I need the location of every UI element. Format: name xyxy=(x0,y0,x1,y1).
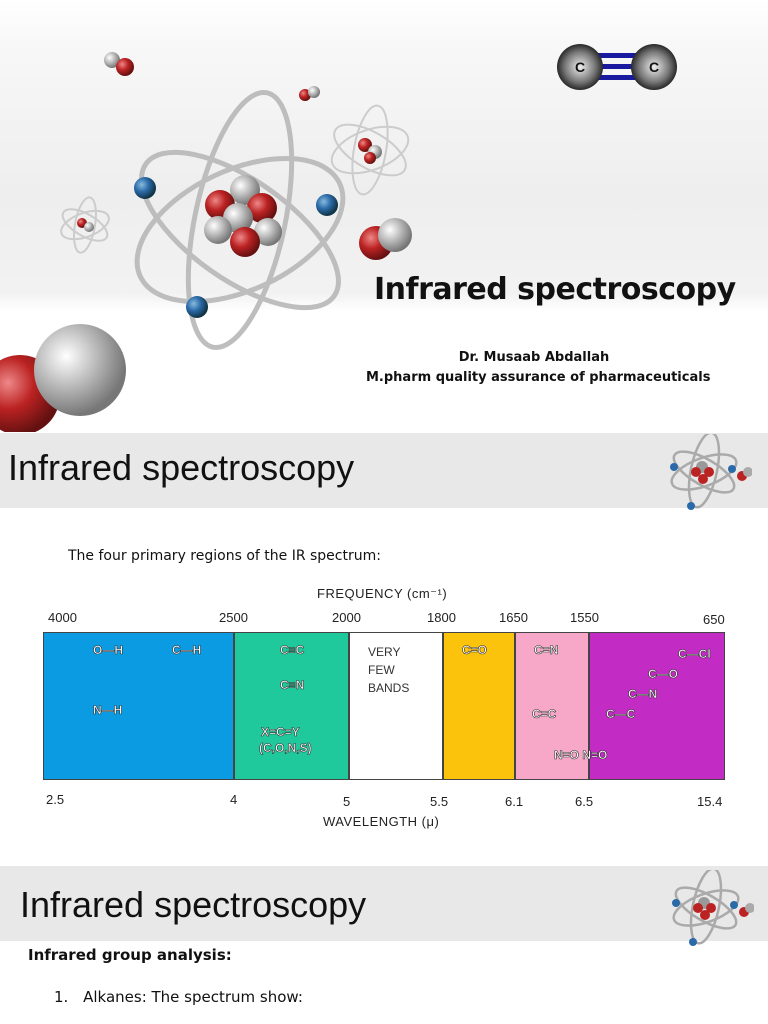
slide-title: Infrared spectroscopy xyxy=(8,447,355,488)
section-subheading: Infrared group analysis: xyxy=(28,946,232,964)
wavelength-tick: 5.5 xyxy=(430,794,449,809)
slide-header: Infrared spectroscopy xyxy=(0,433,768,508)
ir-regions-chart: FREQUENCY (cm⁻¹) 4000 2500 2000 1800 165… xyxy=(30,580,750,840)
svg-text:C: C xyxy=(649,59,659,75)
list-text: Alkanes: The spectrum show: xyxy=(83,988,303,1006)
wavelength-tick: 5 xyxy=(343,794,351,809)
freq-tick: 1650 xyxy=(499,610,528,625)
author-affiliation: M.pharm quality assurance of pharmaceuti… xyxy=(366,370,711,385)
atom-illustration xyxy=(0,52,412,432)
freq-tick: 1800 xyxy=(427,610,456,625)
wavelength-tick: 4 xyxy=(230,792,238,807)
freq-tick: 4000 xyxy=(48,610,77,625)
freq-tick: 2500 xyxy=(219,610,248,625)
wavelength-tick: 6.5 xyxy=(575,794,594,809)
region-band: O—H C—H N—H xyxy=(43,632,234,780)
region-band: VERY FEW BANDS xyxy=(349,632,443,780)
title-slide: C C Infrared spectroscopy Dr. Musaab Abd… xyxy=(0,0,768,432)
carbon-triple-bond-icon: C C xyxy=(556,42,678,92)
author-name: Dr. Musaab Abdallah xyxy=(458,350,610,365)
wavelength-tick: 2.5 xyxy=(46,792,65,807)
atom-icon xyxy=(672,870,754,946)
wavelength-axis-title: WAVELENGTH (μ) xyxy=(323,814,440,829)
region-band: C—Cl C—O C—N C—C xyxy=(589,632,725,780)
freq-tick: 650 xyxy=(703,612,725,627)
list-item: 1. Alkanes: The spectrum show: xyxy=(54,988,303,1006)
wavelength-tick: 6.1 xyxy=(505,794,524,809)
frequency-axis-title: FREQUENCY (cm⁻¹) xyxy=(317,586,448,601)
freq-tick: 1550 xyxy=(570,610,599,625)
svg-text:C: C xyxy=(575,59,585,75)
wavelength-tick: 15.4 xyxy=(697,794,723,809)
freq-tick: 2000 xyxy=(332,610,361,625)
region-band: C=O xyxy=(443,632,515,780)
slide-header: Infrared spectroscopy xyxy=(0,866,768,941)
intro-text: The four primary regions of the IR spect… xyxy=(68,548,381,564)
slide-title: Infrared spectroscopy xyxy=(20,884,367,925)
atom-icon xyxy=(670,434,752,510)
region-band: C=N C=C xyxy=(515,632,589,780)
region-band: C≡C C≡N X=C=Y (C,O,N,S) xyxy=(234,632,349,780)
list-number: 1. xyxy=(54,988,69,1006)
presentation-title: Infrared spectroscopy xyxy=(374,272,736,307)
